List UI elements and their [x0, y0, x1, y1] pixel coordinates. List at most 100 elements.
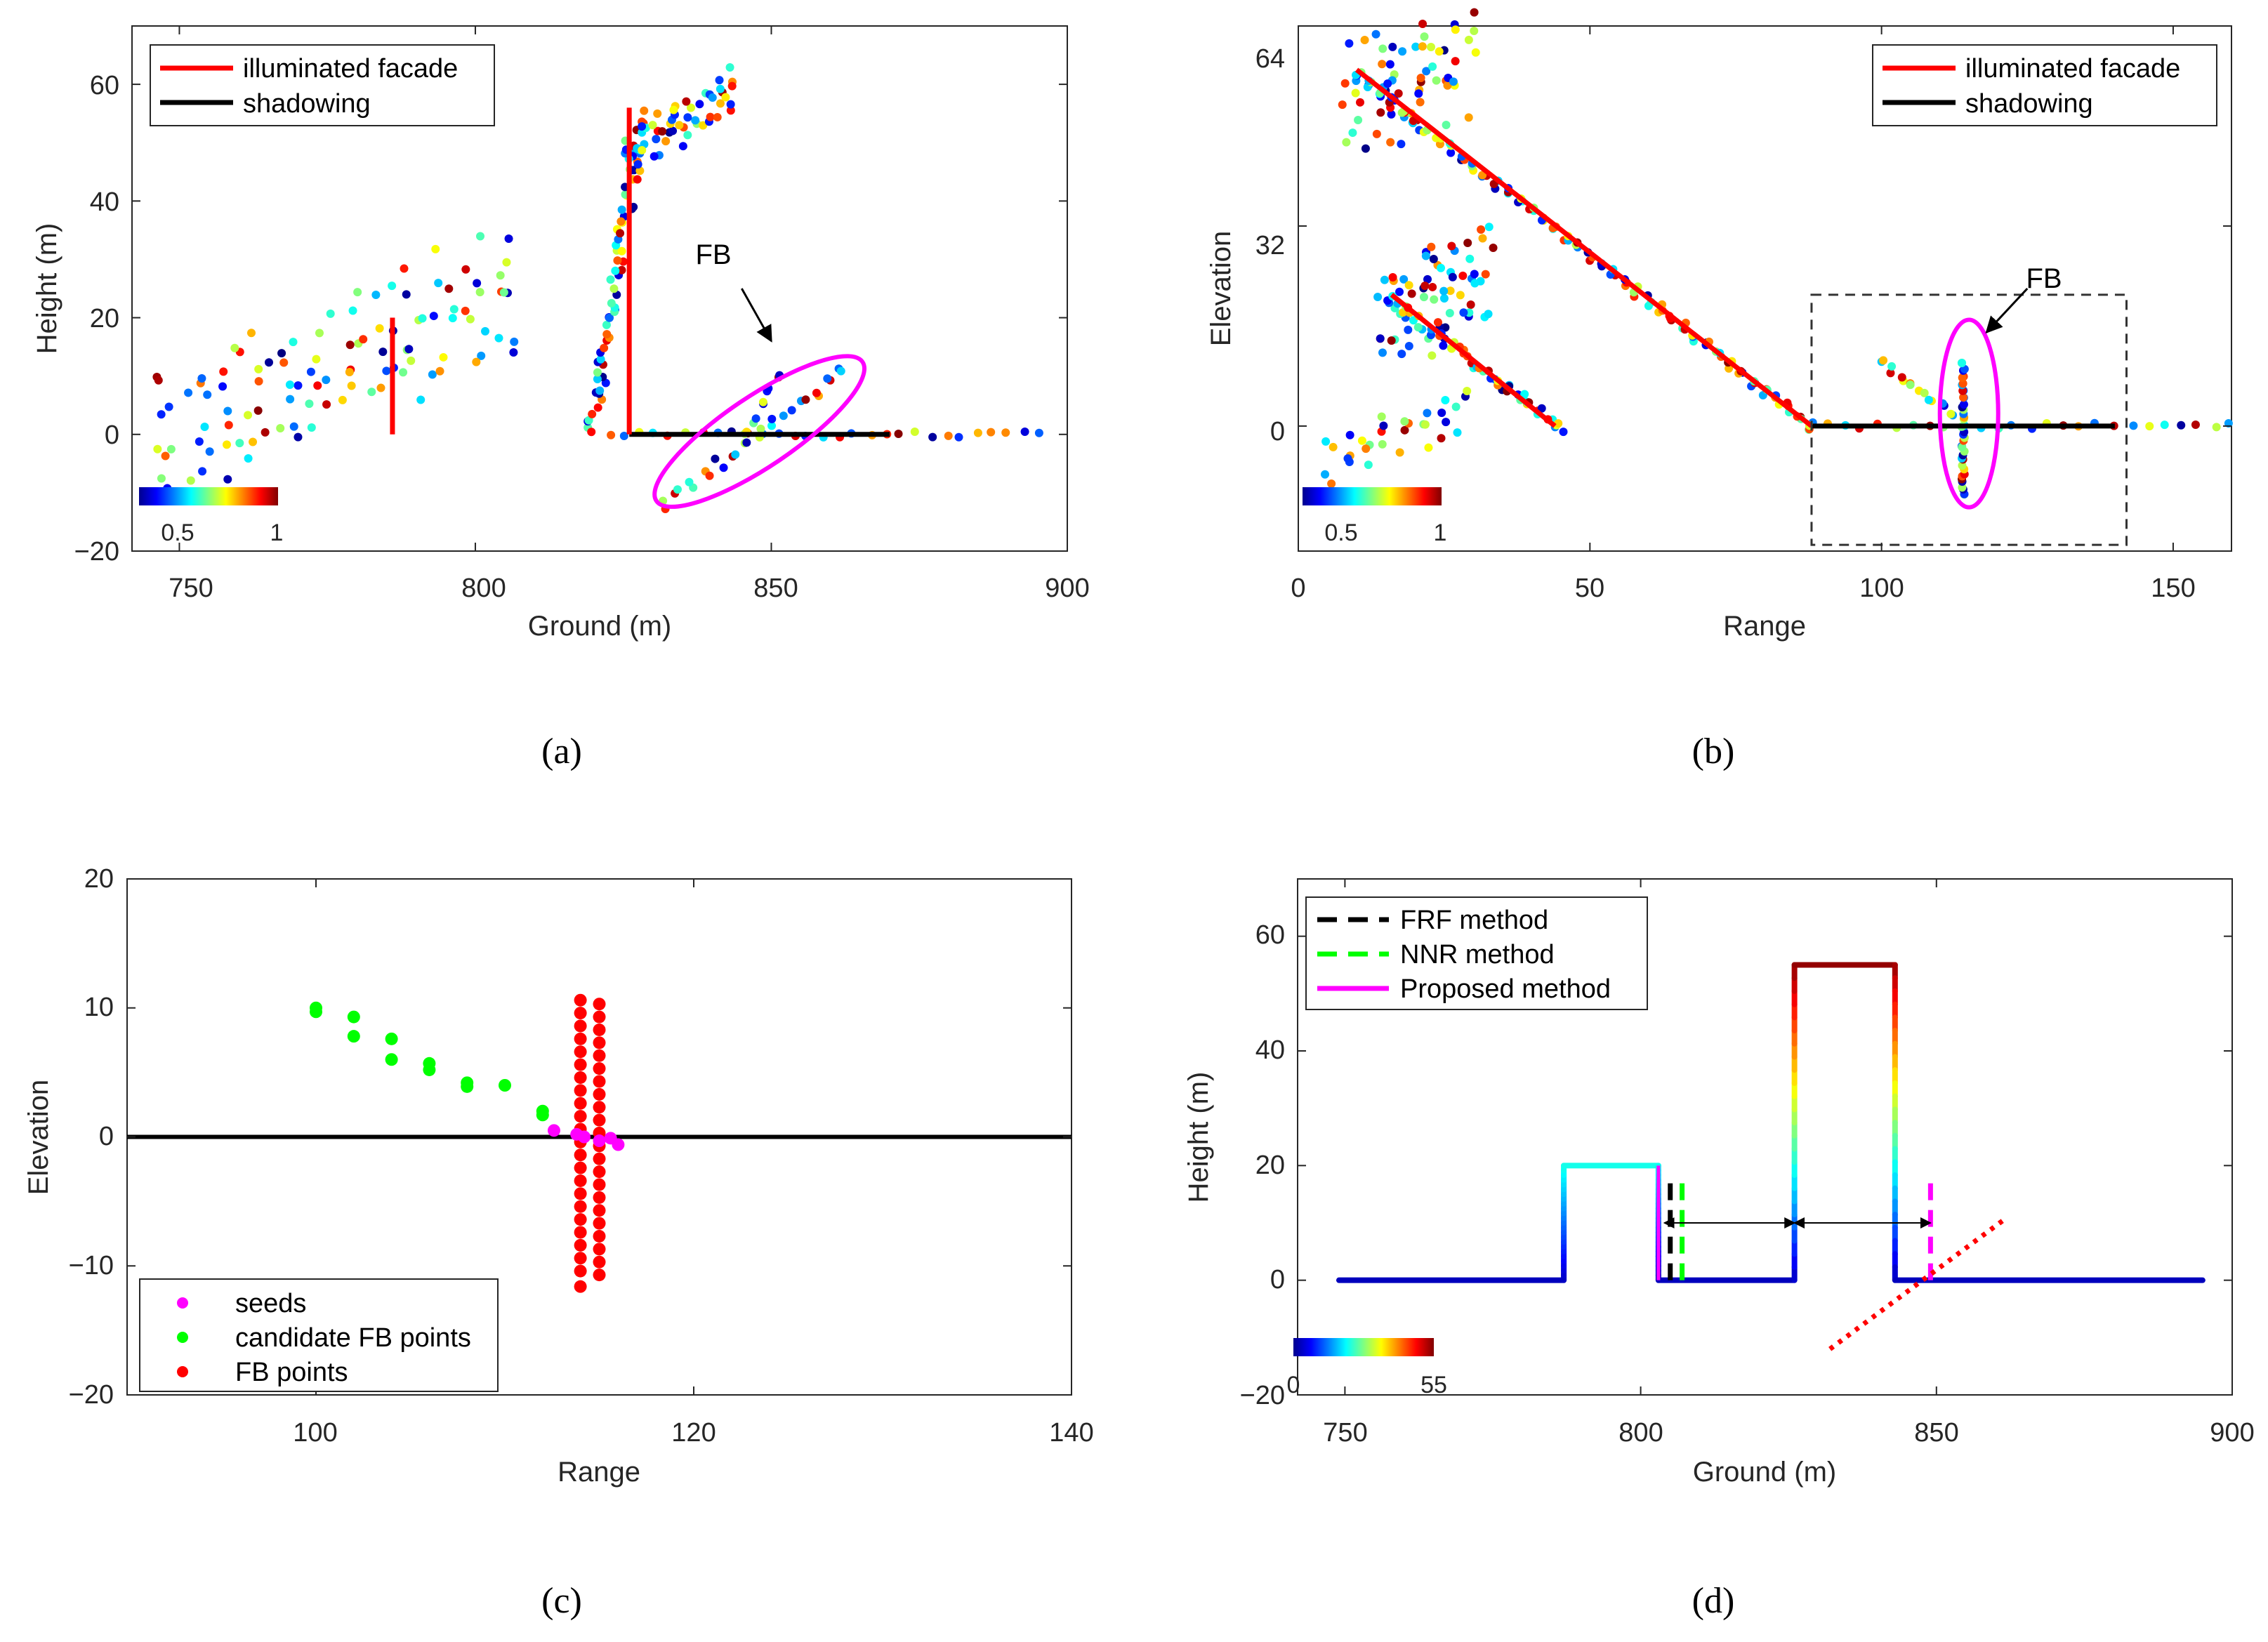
scatter-point — [1428, 282, 1437, 291]
scatter-point — [371, 291, 381, 300]
scatter-point — [1399, 274, 1409, 284]
fb-point — [574, 1161, 587, 1174]
scatter-point — [461, 265, 470, 274]
scatter-point — [1958, 483, 1967, 492]
scatter-point — [223, 406, 232, 416]
scatter-point — [222, 440, 231, 449]
scatter-point — [235, 439, 244, 448]
fb-point — [593, 1229, 606, 1243]
scatter-point — [315, 329, 324, 338]
scatter-point — [673, 485, 682, 494]
scatter-point — [593, 403, 602, 412]
scatter-point — [1441, 396, 1450, 405]
scatter-point — [1400, 425, 1409, 435]
fb-point — [574, 1280, 587, 1293]
scatter-point — [444, 284, 454, 293]
scatter-point — [1435, 47, 1444, 56]
scatter-point — [695, 100, 704, 109]
scatter-point — [607, 298, 616, 307]
scatter-point — [635, 166, 645, 176]
x-axis-label-a: Ground (m) — [528, 611, 672, 642]
scatter-point — [1432, 76, 1441, 85]
fb-point — [593, 1269, 606, 1282]
scatter-point — [1421, 251, 1430, 260]
fb-point — [574, 1264, 587, 1278]
y-tick-labels-d: −20 0 20 40 60 — [1240, 920, 1285, 1410]
x-tick-label: 150 — [2151, 574, 2195, 603]
legend-box-a — [150, 44, 495, 126]
seed-point — [593, 1134, 606, 1148]
x-tick-label: 100 — [1859, 574, 1904, 603]
scatter-point — [509, 348, 518, 357]
scatter-point — [1380, 275, 1389, 284]
legend-label-candidates: candidate FB points — [235, 1323, 471, 1353]
scatter-point — [691, 116, 700, 125]
x-tick-label: 0 — [1291, 574, 1305, 603]
scatter-point — [619, 432, 628, 441]
scatter-point — [1379, 421, 1388, 430]
scatter-point — [502, 258, 511, 267]
scatter-point — [1428, 351, 1437, 360]
scatter-point — [475, 232, 484, 241]
scatter-point — [219, 367, 228, 376]
scatter-point — [596, 355, 605, 364]
scatter-point — [1427, 42, 1436, 51]
scatter-point — [678, 142, 687, 151]
scatter-point — [1356, 98, 1365, 107]
scatter-point — [1554, 419, 1563, 428]
scatter-point — [1378, 60, 1387, 69]
scatter-point — [593, 375, 602, 384]
data-layer-a — [132, 26, 1068, 552]
legend-label-fb-points: FB points — [235, 1358, 348, 1387]
x-tick-label: 750 — [1323, 1418, 1367, 1448]
scatter-point — [1407, 289, 1416, 298]
scatter-point — [1451, 57, 1460, 66]
scatter-point — [359, 335, 368, 344]
scatter-point — [661, 137, 671, 146]
scatter-point — [1446, 148, 1456, 157]
data-layer-b — [1298, 8, 2233, 551]
fb-point — [593, 1217, 606, 1230]
scatter-point — [1458, 271, 1468, 280]
scatter-point — [1906, 380, 1915, 390]
scatter-point — [1470, 26, 1479, 35]
scatter-point — [367, 388, 376, 397]
y-tick-label: 0 — [1270, 1265, 1285, 1295]
scatter-point — [716, 99, 725, 108]
fb-point — [574, 1007, 587, 1020]
scatter-point — [277, 349, 286, 358]
y-tick-label: 64 — [1255, 44, 1285, 74]
scatter-point — [756, 424, 765, 433]
scatter-point — [326, 309, 335, 318]
scatter-point — [1397, 350, 1406, 359]
scatter-point — [1437, 434, 1446, 443]
scatter-point — [157, 474, 166, 483]
scatter-point — [261, 428, 270, 437]
fb-point — [593, 1062, 606, 1075]
x-tick-label: 900 — [1045, 574, 1089, 603]
colorbar-tick-55-d: 55 — [1420, 1372, 1447, 1398]
scatter-point — [429, 312, 438, 321]
y-tick-label: 32 — [1255, 231, 1285, 260]
scatter-point — [705, 471, 714, 480]
scatter-point — [633, 175, 642, 184]
legend-label-facade-b: illuminated facade — [1965, 54, 2180, 84]
scatter-point — [593, 368, 602, 377]
scatter-point — [345, 368, 354, 377]
scatter-point — [1404, 325, 1413, 334]
scatter-point — [1477, 225, 1486, 234]
scatter-point — [1340, 79, 1350, 88]
candidate-fb-point — [499, 1079, 511, 1092]
y-tick-label: 40 — [90, 187, 119, 217]
scatter-point — [1416, 73, 1425, 82]
scatter-point — [416, 395, 426, 404]
scatter-point — [244, 411, 253, 420]
y-axis-label-a: Height (m) — [32, 223, 62, 355]
fb-point — [574, 1252, 587, 1265]
scatter-point — [1387, 110, 1396, 119]
scatter-point — [944, 431, 953, 440]
candidate-fb-point — [310, 1005, 322, 1019]
y-tick-label: −10 — [69, 1251, 114, 1280]
scatter-point — [388, 282, 397, 291]
fb-point — [574, 1097, 587, 1110]
